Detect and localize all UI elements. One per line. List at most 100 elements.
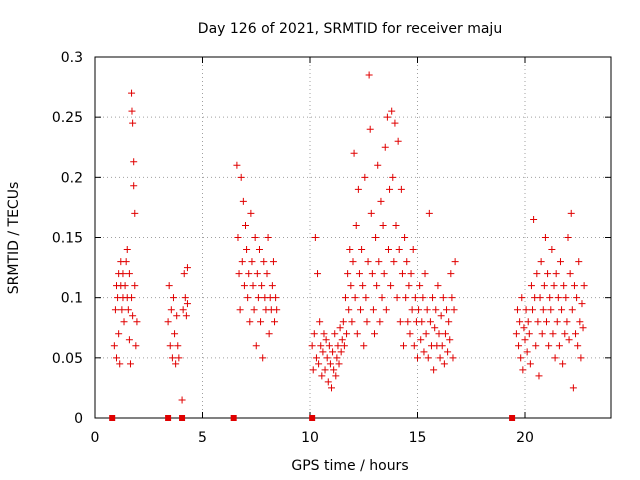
data-point [421,270,429,278]
data-point [545,342,553,350]
data-point [398,270,406,278]
data-point [562,294,570,302]
data-point [361,173,369,181]
data-point [171,330,179,338]
data-point [560,282,568,290]
data-point [394,137,402,145]
data-point [436,354,444,362]
data-point [515,342,523,350]
data-point [254,294,262,302]
data-point [418,318,426,326]
data-point [578,300,586,308]
data-point [125,270,133,278]
data-point [319,348,327,356]
data-point [384,246,392,254]
data-point [451,258,459,266]
data-point [564,234,572,241]
data-point [415,306,423,314]
data-point [236,306,244,314]
x-axis-label: GPS time / hours [291,458,408,474]
data-point [234,234,242,241]
data-point [338,336,346,344]
data-point [272,294,280,302]
data-point [449,354,457,362]
data-point [337,348,345,356]
data-point [235,270,243,278]
data-point [183,264,191,272]
data-point [326,360,334,368]
data-point [357,306,365,314]
data-point [111,306,119,314]
data-point [118,306,126,314]
data-point [343,330,351,338]
data-point [334,342,342,350]
data-point [425,209,433,217]
data-point [521,336,529,344]
data-point [538,330,546,338]
data-point [382,306,390,314]
zero-marker [109,415,116,421]
data-point [403,258,411,266]
data-point [407,270,415,278]
data-point [387,282,395,290]
data-point [529,306,537,314]
data-point [120,318,128,326]
data-point [534,318,542,326]
data-point [349,258,357,266]
data-point [179,306,187,314]
data-point [173,312,181,320]
data-point [444,348,452,356]
data-point [432,306,440,314]
data-point [391,119,399,127]
chart-title: Day 126 of 2021, SRMTID for receiver maj… [198,21,502,37]
data-point [437,312,445,320]
zero-marker [179,415,186,421]
data-point [411,294,419,302]
data-point [365,71,373,79]
data-point [383,113,391,121]
y-tick-label: 0.15 [52,231,83,247]
data-point [577,354,585,362]
data-point [544,270,552,278]
data-point [257,318,265,326]
data-point [321,366,329,374]
data-point [446,336,454,344]
data-point [126,360,134,368]
y-tick-label: 0.1 [61,291,83,307]
data-point [523,348,531,356]
data-point [129,119,137,127]
data-point [527,282,535,290]
data-point [318,372,326,380]
data-point [565,336,573,344]
data-point [332,372,340,380]
data-point [548,246,556,254]
data-point [559,360,567,368]
data-point [330,366,338,374]
data-point [244,294,252,302]
data-point [164,318,172,326]
data-point [379,221,387,229]
data-point [325,342,333,350]
data-point [377,197,385,205]
data-point [128,89,136,97]
data-point [358,246,366,254]
data-point [355,270,363,278]
data-point [240,282,248,290]
data-point [580,282,588,290]
data-point [552,270,560,278]
data-point [258,282,266,290]
data-point [525,330,533,338]
data-point [132,342,140,350]
data-point [368,270,376,278]
data-point [259,354,267,362]
data-point [575,258,583,266]
data-point [417,336,425,344]
data-point [431,324,439,332]
x-tick-label: 20 [516,430,534,446]
data-point [322,336,330,344]
data-point [371,330,378,338]
data-point [378,294,386,302]
y-tick-label: 0.25 [52,110,83,126]
data-point [320,330,328,338]
data-point [375,258,383,266]
